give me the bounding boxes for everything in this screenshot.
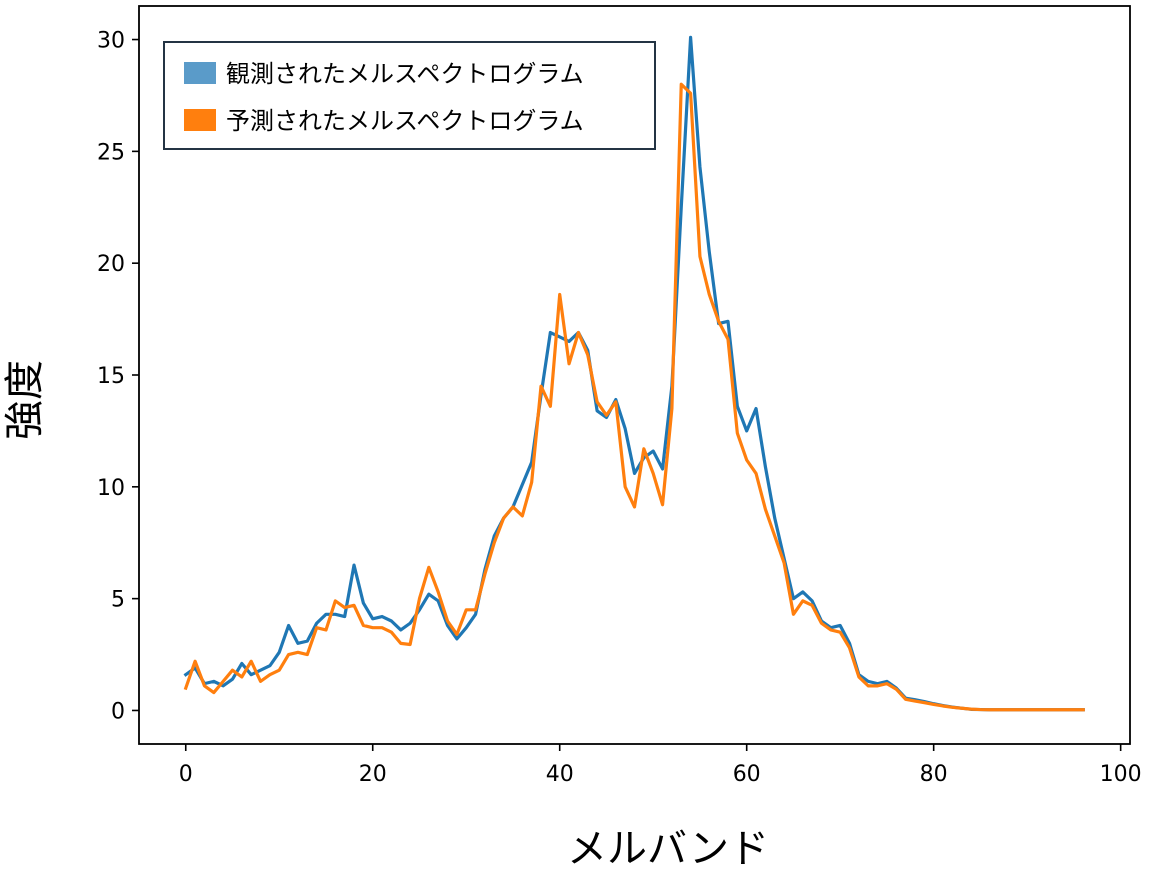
x-axis-ticks: 0 20 40 60 80 100 [179, 744, 1142, 787]
y-tick-label: 20 [97, 252, 125, 277]
legend-label-predicted: 予測されたメルスペクトログラム [226, 107, 584, 135]
y-axis-label: 強度 [2, 360, 48, 440]
series-layer [183, 35, 1085, 712]
legend-box [163, 41, 656, 150]
legend-label-observed: 観測されたメルスペクトログラム [226, 60, 584, 88]
x-tick-label: 80 [920, 762, 948, 787]
y-tick-label: 25 [97, 140, 125, 165]
y-axis-ticks: 0 5 10 15 20 25 30 [97, 29, 139, 724]
series-line-1 [183, 82, 1085, 712]
y-tick-label: 30 [97, 29, 125, 54]
x-tick-label: 60 [733, 762, 761, 787]
y-tick-label: 15 [97, 364, 125, 389]
y-tick-label: 0 [111, 699, 125, 724]
x-tick-label: 20 [359, 762, 387, 787]
y-tick-label: 5 [111, 588, 125, 613]
legend-swatch-predicted [184, 109, 216, 131]
y-tick-label: 10 [97, 476, 125, 501]
legend-swatch-observed [184, 62, 216, 84]
x-tick-label: 100 [1100, 762, 1142, 787]
legend: 観測されたメルスペクトログラム 予測されたメルスペクトログラム [163, 41, 656, 150]
x-tick-label: 40 [546, 762, 574, 787]
x-axis-label: メルバンド [567, 826, 769, 872]
x-tick-label: 0 [179, 762, 193, 787]
